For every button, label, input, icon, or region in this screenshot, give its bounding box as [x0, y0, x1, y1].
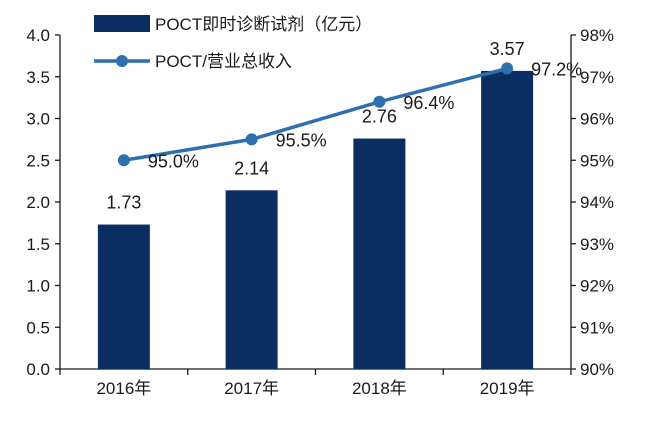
legend-line-marker: [116, 55, 128, 67]
left-y-tick-label: 3.0: [26, 110, 50, 129]
left-y-tick-label: 1.0: [26, 277, 50, 296]
right-y-tick-label: 98%: [580, 26, 614, 45]
x-tick-label: 2019年: [480, 379, 535, 398]
ratio-point: [373, 95, 386, 108]
right-y-tick-label: 91%: [580, 318, 614, 337]
legend-bar-label: POCT即时诊断试剂（亿元）: [155, 15, 372, 34]
bar-value-label: 3.57: [490, 39, 525, 59]
data-labels: 1.73 2.14 2.76 3.57 95.0% 95.5% 96.4% 97.2%: [106, 39, 582, 213]
x-tick-label: 2017年: [224, 379, 279, 398]
legend-bar-swatch: [94, 15, 150, 32]
right-y-tick-label: 94%: [580, 193, 614, 212]
ratio-value-label: 95.0%: [148, 151, 199, 171]
left-y-tick-label: 4.0: [26, 26, 50, 45]
legend-line-label: POCT/营业总收入: [155, 52, 292, 71]
left-y-tick-label: 1.5: [26, 235, 50, 254]
left-y-tick-label: 2.5: [26, 151, 50, 170]
legend: POCT即时诊断试剂（亿元） POCT/营业总收入: [94, 15, 372, 71]
bar-value-label: 2.76: [362, 107, 397, 127]
left-y-tick-label: 0.0: [26, 360, 50, 379]
right-y-tick-label: 97%: [580, 68, 614, 87]
bar: [481, 70, 534, 369]
axes: 0.0 0.5 1.0 1.5 2.0 2.5 3.0 3.5 4.0 90% 91% 92% 93% 9…: [26, 26, 614, 398]
bar: [225, 190, 278, 369]
x-tick-label: 2016年: [96, 379, 151, 398]
bar: [353, 138, 406, 369]
ratio-line-layer: [117, 62, 514, 167]
ratio-line: [123, 66, 508, 162]
left-y-tick-label: 0.5: [26, 318, 50, 337]
bar: [97, 224, 150, 369]
ratio-point: [117, 154, 130, 167]
bar-value-label: 1.73: [106, 193, 141, 213]
left-y-tick-label: 2.0: [26, 193, 50, 212]
ratio-value-label: 96.4%: [403, 93, 454, 113]
bars: [97, 70, 534, 369]
ratio-point: [501, 62, 514, 75]
right-y-tick-label: 93%: [580, 235, 614, 254]
ratio-value-label: 97.2%: [531, 59, 582, 79]
right-y-tick-label: 92%: [580, 277, 614, 296]
left-y-tick-label: 3.5: [26, 68, 50, 87]
right-y-tick-label: 96%: [580, 110, 614, 129]
right-y-tick-label: 90%: [580, 360, 614, 379]
ratio-value-label: 95.5%: [276, 130, 327, 150]
right-y-tick-label: 95%: [580, 151, 614, 170]
x-tick-label: 2018年: [352, 379, 407, 398]
bar-value-label: 2.14: [234, 158, 269, 178]
ratio-point: [245, 133, 258, 146]
